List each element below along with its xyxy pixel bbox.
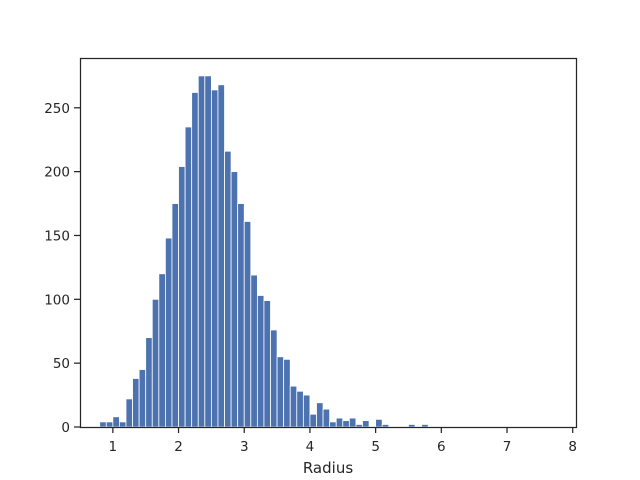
histogram-bar	[112, 416, 120, 428]
y-tick-label: 0	[61, 420, 70, 436]
x-axis-label: Radius	[303, 459, 353, 477]
histogram-bar	[184, 126, 193, 428]
histogram-bar	[171, 203, 179, 428]
histogram-bar	[99, 421, 107, 428]
histogram-bar	[335, 417, 344, 428]
histogram-bar	[348, 417, 357, 428]
y-tick-label: 250	[44, 101, 70, 117]
bars-group	[99, 75, 429, 428]
histogram-bar	[145, 337, 153, 428]
histogram-bar	[119, 421, 127, 428]
histogram-bar	[125, 398, 133, 428]
x-axis: 1 2 3 4 5 6 7 8	[109, 427, 577, 455]
histogram-bar	[132, 378, 140, 428]
histogram-bar	[302, 394, 311, 428]
histogram-bar	[210, 89, 219, 428]
x-tick-label: 6	[437, 439, 446, 455]
histogram-bar	[197, 75, 206, 428]
histogram-bar	[342, 420, 350, 428]
histogram-bar	[375, 418, 383, 428]
histogram-bar	[204, 75, 212, 428]
y-tick-label: 150	[44, 228, 70, 244]
histogram-bar	[276, 356, 285, 428]
histogram-bar	[165, 237, 173, 428]
histogram-bar	[256, 295, 265, 428]
histogram-bar	[316, 402, 324, 428]
x-tick-label: 3	[240, 439, 249, 455]
y-tick-label: 200	[44, 165, 70, 181]
histogram-bar	[243, 221, 252, 428]
histogram-bar	[158, 273, 166, 428]
histogram-bar	[178, 166, 186, 428]
histogram-bar	[322, 408, 331, 428]
histogram-bar	[250, 274, 258, 428]
y-tick-label: 50	[53, 356, 70, 372]
histogram-bar	[289, 385, 298, 428]
histogram-bar	[217, 84, 225, 428]
y-tick-label: 100	[44, 292, 70, 308]
x-tick-label: 2	[174, 439, 183, 455]
x-tick-label: 5	[371, 439, 380, 455]
histogram-bar	[270, 329, 278, 428]
histogram-bar	[296, 390, 304, 428]
y-axis: 0 50 100 150 200 250	[44, 101, 80, 436]
histogram-bar	[263, 300, 271, 428]
histogram-bar	[408, 424, 416, 428]
histogram-bar	[421, 424, 429, 428]
histogram-bar	[355, 424, 363, 428]
histogram-bar	[138, 369, 147, 428]
histogram-bar	[230, 171, 239, 428]
histogram-bar	[329, 421, 337, 428]
histogram-bar	[151, 298, 160, 428]
histogram-bar	[309, 413, 317, 428]
plot-frame	[79, 57, 578, 429]
x-tick-label: 1	[109, 439, 118, 455]
histogram-bar	[191, 92, 199, 428]
histogram-bar	[105, 421, 114, 428]
x-tick-label: 7	[503, 439, 512, 455]
histogram-bar	[362, 420, 370, 428]
histogram-bar	[237, 203, 245, 428]
x-tick-label: 8	[568, 439, 577, 455]
histogram-bar	[224, 150, 232, 428]
histogram-bar	[381, 424, 390, 428]
x-tick-label: 4	[306, 439, 315, 455]
histogram-bar	[283, 358, 291, 428]
